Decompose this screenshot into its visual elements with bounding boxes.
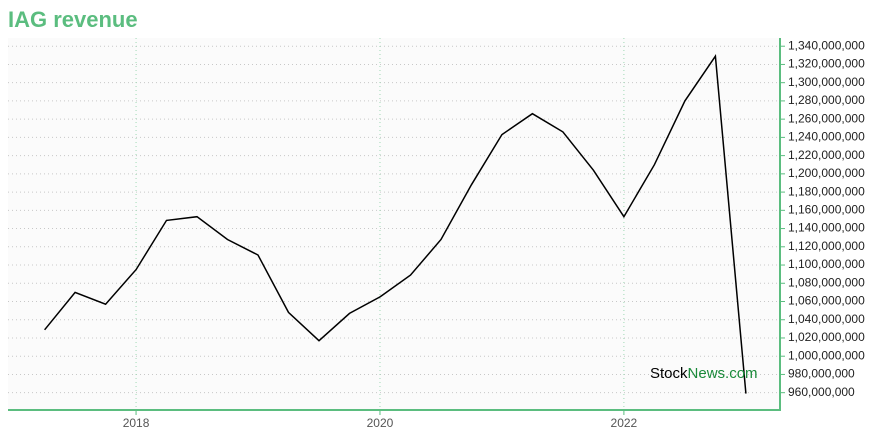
y-tick-label: 1,120,000,000 (788, 239, 865, 253)
y-tick-label: 1,020,000,000 (788, 330, 865, 344)
watermark: StockNews.com (650, 365, 758, 382)
line-series (44, 54, 747, 394)
y-tick-label: 1,160,000,000 (788, 202, 865, 216)
y-tick-label: 1,340,000,000 (788, 38, 865, 52)
y-tick-label: 1,180,000,000 (788, 184, 865, 198)
y-tick-label: 1,280,000,000 (788, 93, 865, 107)
x-tick-label: 2020 (367, 416, 394, 430)
x-tick-label: 2018 (123, 416, 150, 430)
y-tick-label: 960,000,000 (788, 385, 855, 399)
y-tick-label: 1,140,000,000 (788, 221, 865, 235)
y-tick-label: 1,300,000,000 (788, 75, 865, 89)
y-tick-label: 1,240,000,000 (788, 130, 865, 144)
plot-area (8, 38, 780, 410)
y-tick-label: 1,000,000,000 (788, 348, 865, 362)
y-tick-label: 1,080,000,000 (788, 275, 865, 289)
y-tick-label: 1,060,000,000 (788, 294, 865, 308)
x-tick-label: 2022 (611, 416, 638, 430)
y-tick-label: 1,320,000,000 (788, 57, 865, 71)
y-tick-label: 980,000,000 (788, 367, 855, 381)
watermark-news: News.com (688, 365, 758, 382)
y-tick-label: 1,260,000,000 (788, 111, 865, 125)
y-tick-label: 1,040,000,000 (788, 312, 865, 326)
y-tick-label: 1,220,000,000 (788, 148, 865, 162)
chart-title: IAG revenue (8, 7, 138, 32)
y-tick-label: 1,200,000,000 (788, 166, 865, 180)
y-tick-label: 1,100,000,000 (788, 257, 865, 271)
watermark-stock: Stock (650, 365, 688, 382)
